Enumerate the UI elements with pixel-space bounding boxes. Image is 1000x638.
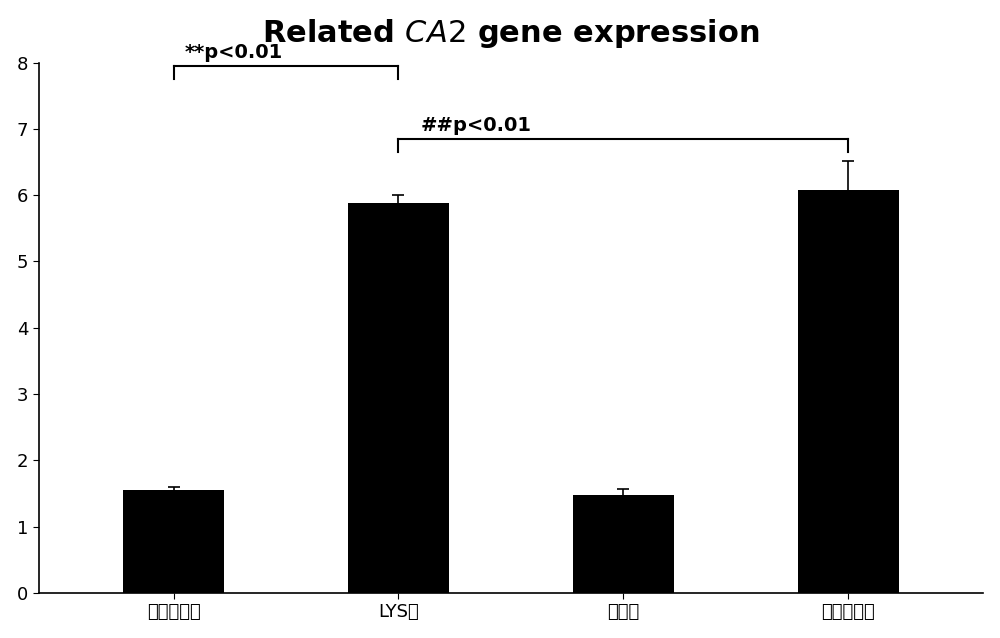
Text: ##p<0.01: ##p<0.01 (421, 116, 532, 135)
Bar (348, 203, 449, 593)
Text: **p<0.01: **p<0.01 (185, 43, 283, 63)
Title: Related $\bf{\it{CA2}}$ gene expression: Related $\bf{\it{CA2}}$ gene expression (262, 17, 760, 50)
Bar (798, 191, 899, 593)
Bar (573, 496, 674, 593)
Bar (123, 490, 224, 593)
